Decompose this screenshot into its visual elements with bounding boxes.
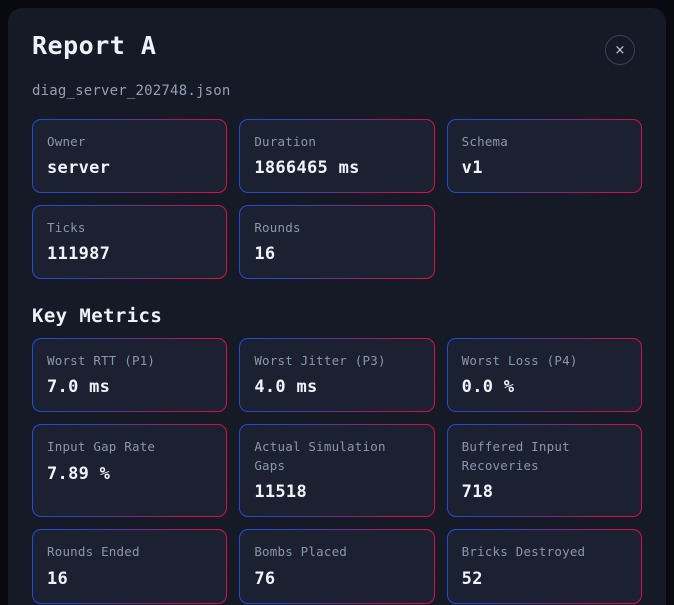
metric-label: Worst RTT (P1) <box>47 353 156 369</box>
metric-card: Rounds Ended 16 <box>32 529 228 604</box>
metric-label: Bombs Placed <box>254 544 348 560</box>
metric-label: Worst Loss (P4) <box>461 353 578 369</box>
report-filename: diag_server_202748.json <box>32 83 231 99</box>
metric-card-body: Bricks Destroyed 52 <box>447 530 641 603</box>
metric-card: Schema v1 <box>446 119 642 194</box>
metric-card-body: Rounds Ended 16 <box>33 530 227 603</box>
metric-card: Bricks Destroyed 52 <box>446 529 642 604</box>
metric-label: Schema <box>461 134 509 149</box>
metric-value: 4.0 ms <box>254 377 318 398</box>
page-title: Report A <box>32 31 157 60</box>
modal-header: Report A × <box>32 30 642 65</box>
metric-card-body: Buffered Input Recoveries 718 <box>447 425 641 517</box>
metric-label: Rounds <box>254 220 301 236</box>
metric-label: Duration <box>254 134 317 149</box>
metric-value: 111987 <box>47 244 111 265</box>
metric-label: Buffered Input Recoveries <box>461 439 570 473</box>
metric-value: 16 <box>47 568 69 589</box>
metric-value: 11518 <box>254 481 308 502</box>
metric-card: Buffered Input Recoveries 718 <box>446 424 642 518</box>
metric-card-body: Worst Jitter (P3) 4.0 ms <box>240 339 434 412</box>
metric-card-body: Rounds 16 <box>240 206 434 279</box>
metric-value: server <box>47 158 111 179</box>
metric-value: 76 <box>254 568 276 589</box>
metric-card: Input Gap Rate 7.89 % <box>32 424 228 518</box>
metric-card: Owner server <box>32 119 228 194</box>
metric-card-body: Ticks 111987 <box>33 206 227 279</box>
metric-value: 718 <box>461 481 494 502</box>
metric-card-body: Bombs Placed 76 <box>240 530 434 603</box>
metric-value: 1866465 ms <box>254 158 360 179</box>
metric-label: Rounds Ended <box>47 544 140 560</box>
metric-card-body: Duration 1866465 ms <box>240 120 434 193</box>
metric-card: Duration 1866465 ms <box>239 119 435 194</box>
metric-card: Worst RTT (P1) 7.0 ms <box>32 338 228 413</box>
info-card-grid: Owner server Duration 1866465 ms Schema v1 Tic… <box>32 119 642 280</box>
metric-card-body: Schema v1 <box>447 120 641 193</box>
metric-value: 16 <box>254 244 276 265</box>
metric-card: Ticks 111987 <box>32 205 228 280</box>
metric-label: Ticks <box>47 220 86 236</box>
metric-card-body: Worst Loss (P4) 0.0 % <box>447 339 641 412</box>
metric-label: Bricks Destroyed <box>461 544 586 560</box>
metric-card: Actual Simulation Gaps 11518 <box>239 424 435 518</box>
metric-card-body: Worst RTT (P1) 7.0 ms <box>33 339 227 412</box>
metric-card-body: Owner server <box>33 120 227 193</box>
modal-content: Report A × diag_server_202748.json Owner… <box>8 8 666 604</box>
metric-label: Worst Jitter (P3) <box>254 353 386 369</box>
metric-value: v1 <box>461 158 483 179</box>
metric-label: Actual Simulation Gaps <box>254 439 386 473</box>
metric-value: 7.0 ms <box>47 377 111 398</box>
metric-card-body: Input Gap Rate 7.89 % <box>33 425 227 517</box>
metric-card-body: Actual Simulation Gaps 11518 <box>240 425 434 517</box>
metric-card: Bombs Placed 76 <box>239 529 435 604</box>
metric-card: Rounds 16 <box>239 205 435 280</box>
metric-value: 52 <box>461 568 483 589</box>
metric-value: 0.0 % <box>461 377 515 398</box>
close-icon[interactable]: × <box>605 35 635 65</box>
metric-card-grid: Worst RTT (P1) 7.0 ms Worst Jitter (P3) 4.0… <box>32 338 642 604</box>
metric-label: Owner <box>47 134 86 149</box>
key-metrics-heading: Key Metrics <box>32 305 163 328</box>
metric-card: Worst Loss (P4) 0.0 % <box>446 338 642 413</box>
metric-value: 7.89 % <box>47 463 111 484</box>
report-modal: Report A × diag_server_202748.json Owner… <box>8 8 666 605</box>
metric-label: Input Gap Rate <box>47 439 156 455</box>
metric-card: Worst Jitter (P3) 4.0 ms <box>239 338 435 413</box>
